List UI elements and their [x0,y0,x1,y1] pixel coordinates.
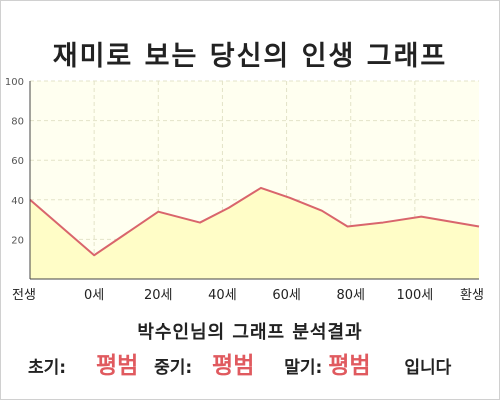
x-tick-label: 100세 [396,288,433,303]
x-tick-label: 20세 [144,288,173,303]
life-graph-chart: 20 40 60 80 100 전생 0세 20세 40세 60세 80세 100세 환생 [5,77,484,303]
late-value: 평범 [328,353,371,379]
middle-label: 중기: [154,358,193,378]
page-title: 재미로 보는 당신의 인생 그래프 [52,41,448,72]
analysis-result: 초기: 평범 중기: 평범 말기: 평범 입니다 [28,346,488,380]
y-tick-label: 20 [11,235,24,246]
late-label: 말기: [284,358,323,378]
early-value: 평범 [95,353,139,379]
middle-value: 평범 [212,353,255,379]
analysis-summary: 박수인님의 그래프 분석결과 [137,322,363,343]
y-tick-label: 80 [11,117,24,128]
x-tick-label: 80세 [336,288,365,303]
x-tick-label: 0세 [84,288,104,303]
area-fill [30,187,479,279]
early-label: 초기: [28,358,67,378]
x-tick-label: 40세 [208,288,237,303]
series-line [29,186,480,257]
result-suffix: 입니다 [404,358,452,378]
x-tick-label: 환생 [460,288,484,303]
x-tick-label: 60세 [272,288,301,303]
x-tick-label: 전생 [12,288,36,303]
y-tick-label: 40 [11,196,24,207]
y-tick-label: 100 [5,77,24,88]
y-tick-label: 60 [11,156,24,167]
